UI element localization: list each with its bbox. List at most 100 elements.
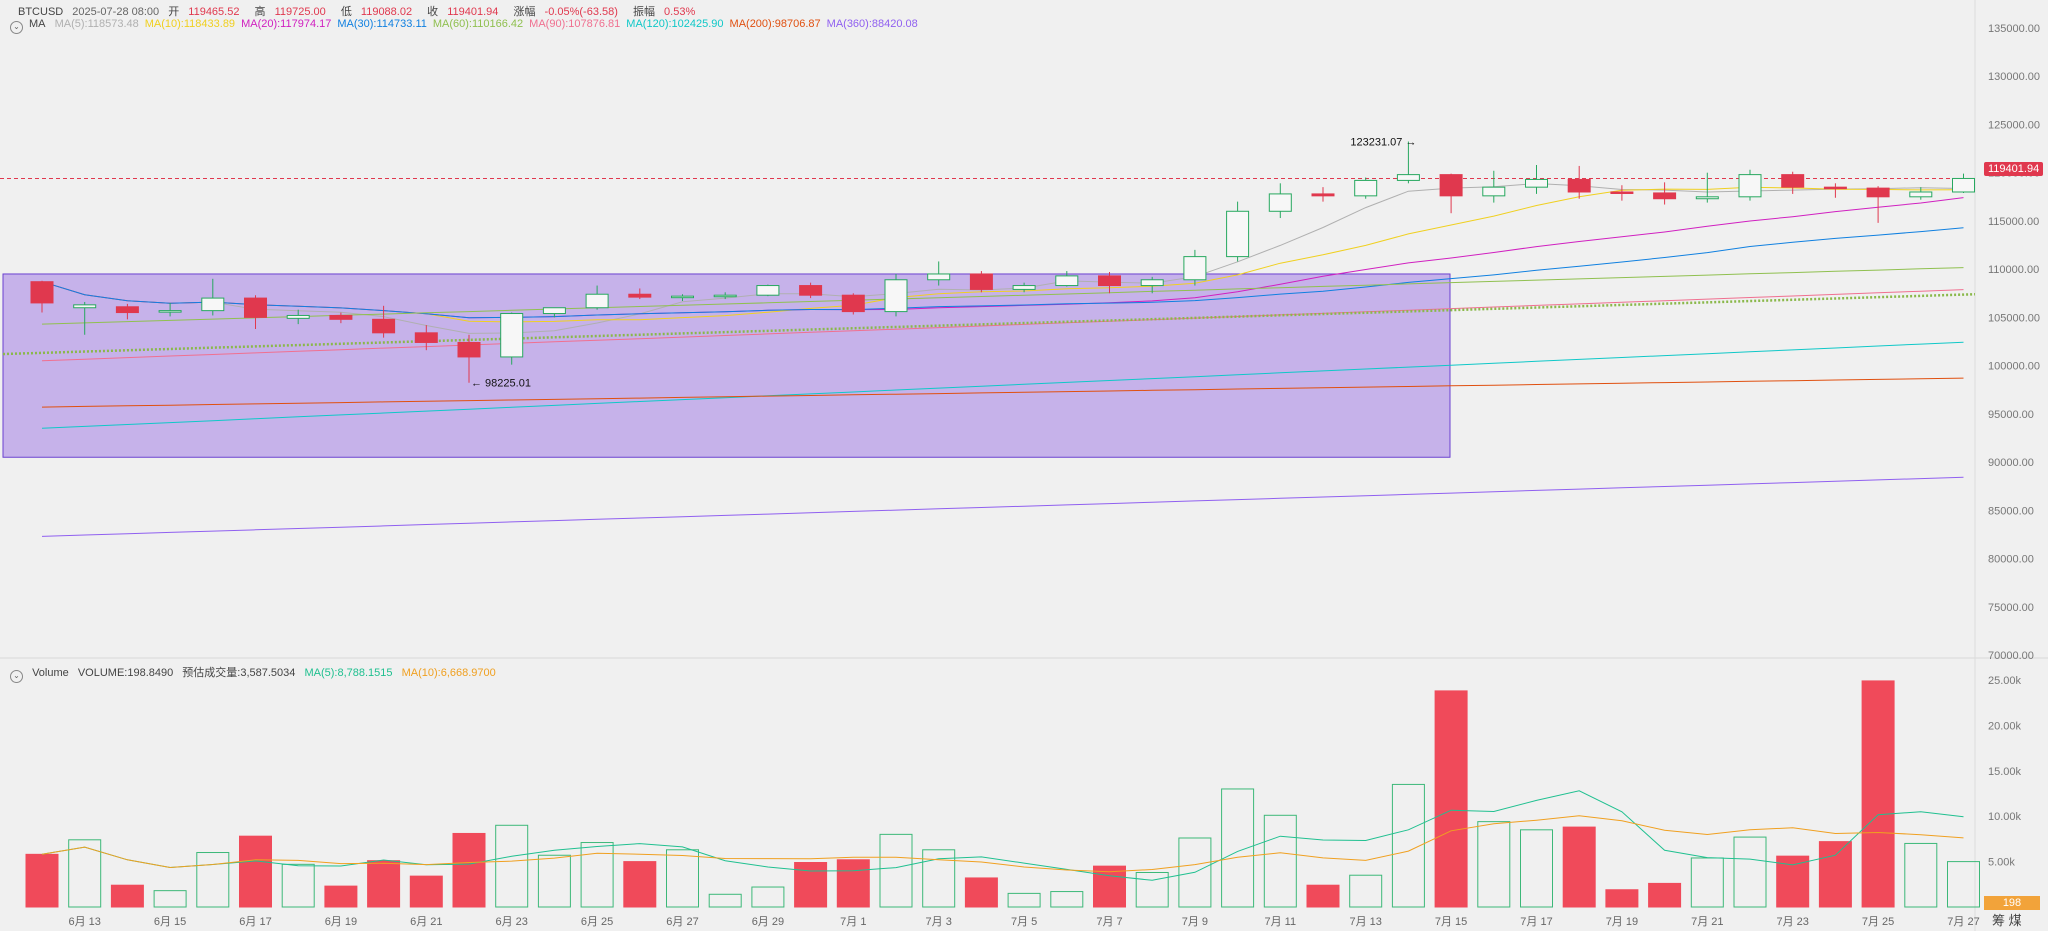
candle-body — [969, 273, 993, 290]
date-tick-label: 7月 15 — [1435, 916, 1467, 928]
amplitude-label: 振幅 0.53% — [632, 6, 696, 18]
volume-bar — [1904, 842, 1938, 908]
volume-bar — [495, 824, 529, 908]
volume-ma5: MA(5):8,788.1515 — [304, 667, 393, 679]
volume-bar — [1306, 884, 1340, 908]
low-annotation: ← 98225.01 — [471, 378, 531, 390]
price-tick-label: 130000.00 — [1988, 71, 2040, 83]
ma200-line — [41, 377, 1964, 408]
candle-body — [1610, 191, 1634, 194]
volume-tick-label: 15.00k — [1988, 766, 2022, 778]
ma-legend-item: MA(120):102425.90 — [626, 18, 724, 30]
volume-bar — [666, 849, 699, 908]
volume-bar — [367, 860, 401, 908]
date-tick-label: 7月 11 — [1265, 916, 1297, 928]
volume-bar — [1178, 837, 1212, 908]
datetime-label: 2025-07-28 08:00 — [72, 6, 160, 18]
ma60-line — [41, 267, 1964, 325]
volume-bar — [1733, 836, 1767, 908]
date-tick-label: 7月 3 — [926, 916, 952, 928]
date-tick-label: 6月 15 — [154, 916, 186, 928]
candle-body — [799, 285, 823, 296]
high-annotation: 123231.07 → — [1350, 137, 1416, 149]
volume-bar — [1477, 821, 1511, 908]
volume-bar — [281, 863, 315, 908]
date-tick-label: 7月 5 — [1011, 916, 1037, 928]
ma120-line — [41, 341, 1964, 429]
price-tick-label: 95000.00 — [1988, 409, 2034, 421]
candle-body — [756, 285, 780, 296]
volume-bar — [239, 835, 272, 908]
current-price-tag: 119401.94 — [1984, 162, 2044, 176]
candle-body — [585, 293, 609, 309]
candle-body — [73, 304, 97, 309]
price-tick-label: 115000.00 — [1988, 216, 2039, 228]
candle-body — [927, 273, 951, 281]
volume-bar — [623, 861, 657, 908]
candle-body — [201, 297, 225, 312]
candle-body — [115, 306, 139, 314]
ma-legend-item: MA(20):117974.17 — [241, 18, 332, 30]
corner-label[interactable]: 筹 煤 — [1992, 913, 2022, 928]
volume-tick-label: 25.00k — [1988, 675, 2022, 687]
price-tick-label: 90000.00 — [1988, 457, 2034, 469]
date-tick-label: 7月 17 — [1520, 916, 1552, 928]
candle-body — [1140, 279, 1164, 287]
price-tick-label: 135000.00 — [1988, 23, 2040, 35]
volume-bar — [922, 849, 956, 908]
volume-bar — [68, 839, 102, 908]
candle-body — [1567, 178, 1591, 193]
ma-legend-item: MA(30):114733.11 — [337, 18, 427, 30]
open-label: 开 119465.52 — [168, 6, 240, 18]
candle-body — [1653, 192, 1677, 200]
ma-legend-item: MA(60):110166.42 — [432, 18, 524, 30]
close-label: 收 119401.94 — [427, 6, 499, 18]
price-tick-label: 100000.00 — [1988, 361, 2040, 373]
candle-body — [1738, 174, 1762, 198]
candle-body — [1311, 193, 1335, 197]
date-tick-label: 7月 7 — [1096, 916, 1122, 928]
volume-legend: ⌄ Volume VOLUME:198.8490 预估成交量:3,587.503… — [10, 664, 502, 683]
candle-body — [1012, 285, 1036, 290]
trend-line — [2, 292, 1976, 356]
candle-body — [1952, 177, 1975, 193]
volume-bar — [153, 890, 187, 908]
price-tick-label: 70000.00 — [1988, 650, 2034, 662]
candle-body — [1268, 193, 1292, 212]
candle-body — [329, 314, 353, 320]
volume-legend-label[interactable]: Volume — [32, 667, 69, 679]
current-volume-tag: 198 — [1984, 896, 2040, 910]
candle-body — [671, 295, 694, 299]
candle-body — [1226, 210, 1250, 258]
volume-bar — [110, 884, 144, 908]
candle-body — [1866, 187, 1890, 198]
candle-body — [286, 314, 310, 319]
volume-bar — [751, 886, 785, 908]
volume-bar — [580, 842, 614, 908]
volume-bar — [1050, 891, 1084, 908]
collapse-icon[interactable]: ⌄ — [10, 21, 23, 34]
volume-bar — [1648, 882, 1682, 908]
candle-body — [1525, 178, 1548, 188]
candle-body — [1482, 186, 1506, 197]
plot-background — [0, 0, 1975, 931]
volume-estimate: 预估成交量:3,587.5034 — [182, 667, 296, 679]
candle-body — [457, 341, 481, 358]
collapse-icon[interactable]: ⌄ — [10, 670, 23, 683]
date-tick-label: 7月 19 — [1606, 916, 1638, 928]
date-tick-label: 6月 17 — [239, 916, 271, 928]
ma30-line — [41, 227, 1964, 319]
ma-legend-label[interactable]: MA — [29, 18, 46, 30]
low-label: 低 119088.02 — [340, 6, 413, 18]
change-label: 涨幅 -0.05%(-63.58) — [513, 6, 618, 18]
candle-body — [1695, 196, 1719, 200]
ma-legend: ⌄ MA MA(5):118573.48 MA(10):118433.89 MA(20… — [10, 18, 930, 34]
date-tick-label: 6月 23 — [495, 916, 527, 928]
candle-body — [713, 294, 737, 298]
volume-bar — [836, 859, 870, 908]
candle-body — [500, 313, 524, 358]
symbol-label[interactable]: BTCUSD — [18, 6, 64, 18]
price-tick-label: 75000.00 — [1988, 602, 2034, 614]
date-tick-label: 7月 21 — [1691, 916, 1723, 928]
